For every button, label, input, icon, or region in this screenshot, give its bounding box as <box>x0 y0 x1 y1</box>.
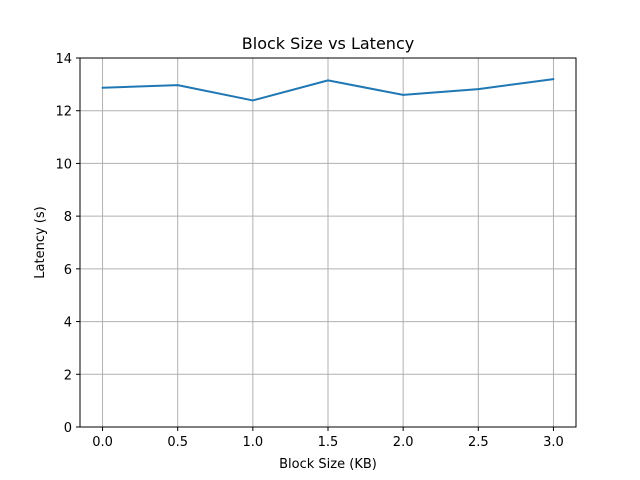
x-axis-ticks: 0.0 0.5 1.0 1.5 2.0 2.5 3.0 <box>92 427 564 450</box>
y-tick-label: 2 <box>64 368 72 383</box>
y-tick-label: 14 <box>55 52 72 67</box>
y-tick-label: 8 <box>64 210 72 225</box>
x-tick-label: 1.0 <box>243 435 264 450</box>
x-tick-label: 2.5 <box>468 435 489 450</box>
y-axis-label: Latency (s) <box>33 206 48 278</box>
y-tick-label: 4 <box>64 316 72 331</box>
x-tick-label: 2.0 <box>393 435 414 450</box>
y-tick-label: 0 <box>64 421 72 436</box>
x-tick-label: 0.5 <box>167 435 188 450</box>
grid-lines <box>80 57 576 428</box>
x-axis-label: Block Size (KB) <box>279 457 377 472</box>
y-tick-label: 6 <box>64 263 72 278</box>
x-tick-label: 3.0 <box>543 435 564 450</box>
y-tick-label: 12 <box>55 105 72 120</box>
x-tick-label: 0.0 <box>92 435 113 450</box>
x-tick-label: 1.5 <box>318 435 339 450</box>
chart-title: Block Size vs Latency <box>242 34 414 53</box>
series-group <box>101 78 555 102</box>
y-axis-ticks: 0 2 4 6 8 10 12 14 <box>55 52 80 436</box>
y-tick-label: 10 <box>55 157 72 172</box>
